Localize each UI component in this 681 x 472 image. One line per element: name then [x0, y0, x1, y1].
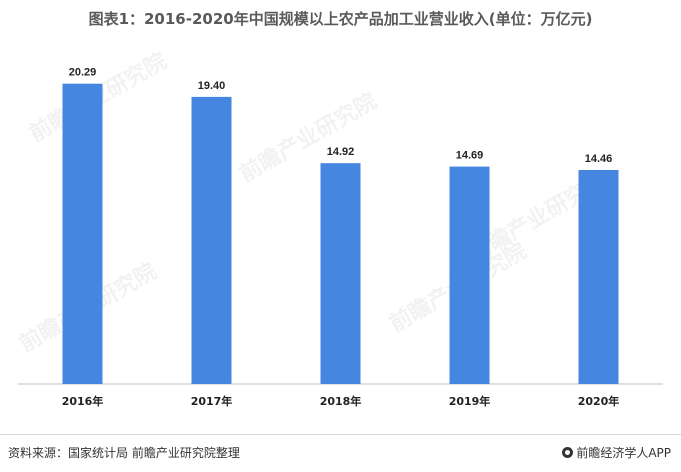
bar-2018年: [320, 163, 361, 384]
x-tick-label: 2017年: [191, 394, 233, 408]
x-tick-label: 2019年: [449, 394, 491, 408]
bar-2016年: [62, 83, 103, 384]
x-tick-label: 2018年: [320, 394, 362, 408]
bar-2019年: [449, 166, 490, 384]
footer: 资料来源：国家统计局 前瞻产业研究院整理 前瞻经济学人APP: [0, 434, 681, 472]
data-label: 14.69: [456, 150, 484, 162]
bar-chart: 20.29 2016年 19.40 2017年 14.92 2018年 14.69 2019年…: [18, 67, 663, 408]
footer-divider: [0, 434, 681, 435]
bar-2020年: [578, 169, 619, 384]
data-label: 19.40: [198, 80, 226, 92]
x-tick-label: 2016年: [62, 394, 104, 408]
data-label: 14.46: [585, 153, 613, 165]
brand-label: 前瞻经济学人APP: [576, 446, 671, 460]
source-note: 资料来源：国家统计局 前瞻产业研究院整理: [8, 446, 240, 460]
data-label: 14.92: [327, 146, 355, 158]
x-tick-label: 2020年: [578, 394, 620, 408]
bar-2017年: [191, 96, 232, 384]
chart-title: 图表1：2016-2020年中国规模以上农产品加工业营业收入(单位：万亿元): [88, 10, 593, 28]
brand: 前瞻经济学人APP: [562, 444, 671, 461]
brand-logo-icon: [562, 447, 574, 458]
data-label: 20.29: [69, 67, 97, 79]
